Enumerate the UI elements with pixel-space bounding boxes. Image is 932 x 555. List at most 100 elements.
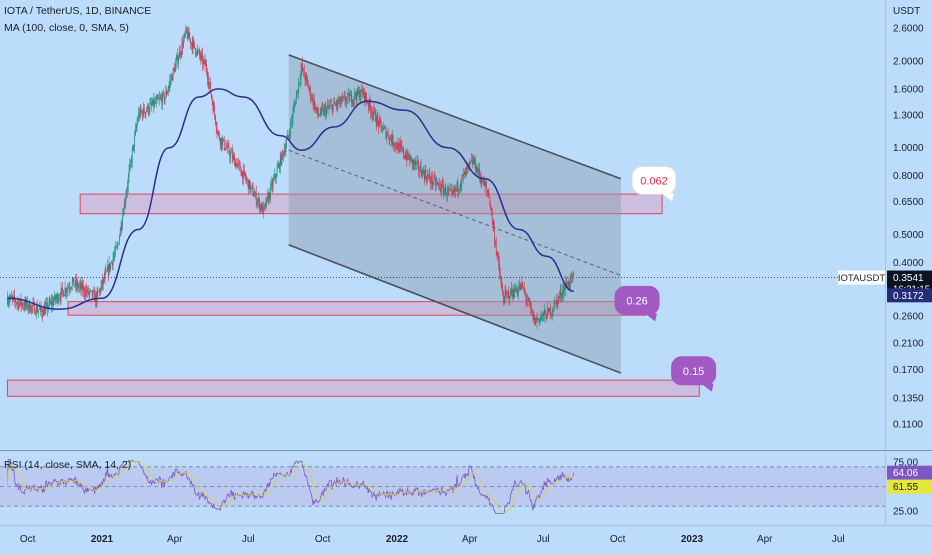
candle-body-346	[283, 150, 285, 156]
candle-body-705	[571, 274, 572, 276]
candle-body-57	[52, 300, 54, 305]
candle-body-212	[176, 55, 178, 60]
candle-body-293	[241, 171, 243, 176]
candle-body-53	[49, 301, 51, 304]
candle-body-464	[378, 120, 379, 128]
candle-body-301	[247, 179, 249, 190]
candle-body-378	[309, 88, 311, 90]
candle-body-445	[363, 88, 364, 95]
candle-body-536	[435, 182, 437, 186]
candle-body-24	[26, 300, 27, 305]
candle-body-12	[16, 302, 18, 304]
candle-body-288	[237, 162, 239, 165]
candle-body-416	[339, 97, 341, 104]
candle-body-697	[564, 286, 566, 289]
time-tick-7: Jul	[537, 534, 550, 545]
candle-body-128	[109, 263, 111, 270]
candle-body-385	[315, 106, 316, 110]
candle-body-411	[335, 104, 337, 106]
candle-body-183	[153, 99, 155, 107]
candle-body-260	[215, 115, 216, 124]
candle-body-272	[224, 148, 226, 150]
candle-body-308	[253, 195, 255, 197]
candle-body-379	[310, 88, 311, 99]
candle-body-336	[275, 176, 277, 178]
candle-body-139	[118, 243, 119, 245]
candle-body-423	[345, 101, 347, 103]
candle-body-304	[250, 186, 251, 190]
candle-body-448	[365, 93, 367, 99]
candle-body-459	[374, 109, 375, 112]
candle-body-538	[437, 182, 439, 184]
candle-body-648	[525, 293, 527, 299]
candle-body-432	[352, 99, 354, 103]
candle-body-108	[93, 291, 95, 293]
candle-body-437	[356, 89, 358, 101]
candle-body-171	[143, 107, 145, 113]
candle-body-417	[340, 101, 342, 104]
candle-body-264	[218, 132, 219, 134]
candles-group	[7, 24, 575, 330]
price-tick-1: 2.0000	[893, 57, 924, 68]
candle-body-323	[265, 203, 267, 207]
candle-body-1	[7, 301, 9, 304]
candle-body-267	[220, 138, 222, 145]
time-tick-10: Apr	[757, 534, 773, 545]
candle-body-665	[539, 318, 540, 322]
candle-body-412	[336, 100, 338, 106]
candle-body-651	[527, 298, 529, 302]
candle-body-237	[196, 50, 198, 55]
candle-body-454	[370, 105, 371, 113]
candle-body-575	[467, 166, 468, 170]
candle-body-653	[529, 301, 531, 306]
candle-body-352	[288, 135, 290, 137]
candle-body-56	[51, 300, 53, 306]
candle-body-92	[80, 283, 82, 290]
candle-body-488	[397, 143, 399, 149]
candle-body-353	[289, 135, 291, 136]
candle-body-548	[445, 187, 447, 196]
candle-body-72	[64, 288, 66, 295]
candle-body-670	[543, 313, 544, 317]
candle-body-65	[59, 298, 60, 300]
candle-body-93	[81, 283, 83, 290]
candle-body-374	[306, 75, 307, 79]
candle-body-189	[158, 99, 159, 100]
candle-body-588	[477, 168, 479, 174]
candle-body-455	[371, 111, 372, 113]
candle-body-679	[550, 308, 551, 317]
candle-body-181	[151, 104, 153, 106]
candle-body-41	[39, 305, 41, 309]
candle-body-608	[493, 224, 495, 229]
candle-body-502	[408, 157, 410, 159]
candle-body-16	[19, 298, 21, 303]
candle-body-0	[7, 298, 8, 304]
candle-body-655	[531, 306, 532, 311]
candle-body-469	[382, 130, 383, 132]
candle-body-73	[65, 288, 67, 293]
candle-body-58	[53, 300, 55, 305]
candle-body-130	[111, 262, 112, 264]
candle-body-501	[407, 151, 409, 159]
candle-body-531	[431, 175, 433, 184]
candle-body-316	[259, 205, 261, 210]
candle-body-553	[449, 189, 451, 191]
candle-body-231	[191, 42, 193, 49]
candle-body-676	[547, 308, 549, 309]
candle-body-589	[478, 168, 479, 174]
candle-body-29	[30, 311, 31, 312]
candle-body-410	[335, 104, 336, 105]
candle-body-375	[307, 78, 308, 83]
candle-body-19	[22, 303, 23, 307]
candle-body-85	[75, 280, 76, 286]
candle-body-526	[427, 175, 429, 177]
candle-body-99	[86, 289, 87, 293]
candle-body-568	[461, 175, 463, 185]
candle-body-701	[567, 281, 569, 289]
candle-body-199	[166, 91, 167, 95]
candle-body-163	[137, 119, 139, 123]
candle-body-364	[298, 82, 299, 92]
